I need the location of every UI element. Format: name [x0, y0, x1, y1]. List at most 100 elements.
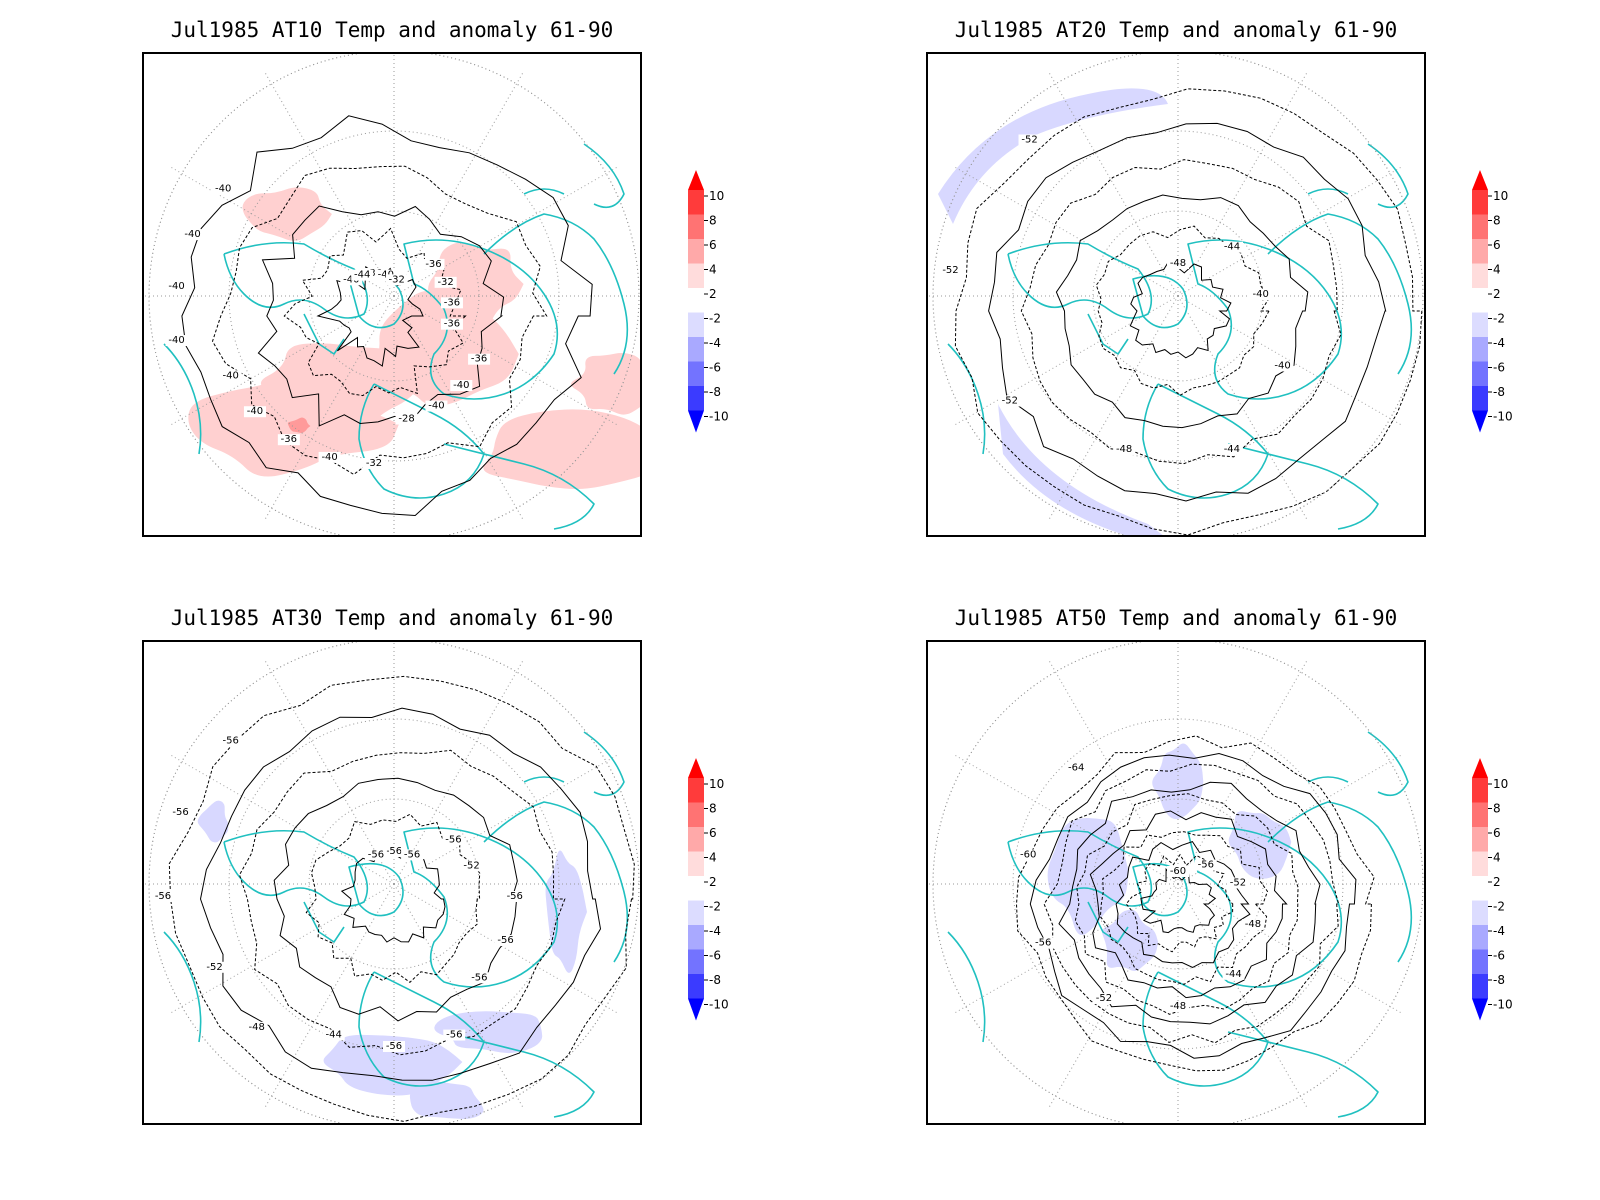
colorbar-segment [1472, 851, 1488, 876]
temperature-contours [1015, 735, 1375, 1072]
contour-label: -36 [471, 354, 487, 365]
cold-anomaly-region [197, 800, 229, 843]
temperature-contour [1043, 763, 1340, 1044]
contour-label-bg [363, 268, 385, 279]
contour-label-bg [468, 972, 491, 984]
cold-anomaly-region [434, 1011, 543, 1054]
colorbar-segment [688, 386, 704, 411]
map-frame: -48 -44 -40 -40 -44 -48 -52 -52 -52 [926, 52, 1426, 537]
warm-anomaly-region [571, 352, 640, 415]
colorbar-tick-label: 8 [709, 214, 717, 228]
coastline-segment [1142, 971, 1269, 1087]
contour-label: -56 [1035, 938, 1051, 949]
polar-map: -48 -44 -40 -40 -44 -48 -52 -52 -52 [928, 54, 1424, 535]
colorbar-tick-label: -10 [709, 410, 729, 424]
coastline-segment [303, 313, 345, 355]
colorbar-tick-label: -6 [1493, 949, 1505, 963]
contour-label-bg [1017, 849, 1040, 861]
meridian-line [168, 295, 395, 427]
temperature-contour [283, 227, 467, 397]
colorbar-segment [688, 263, 704, 288]
contour-label: -44 [1224, 242, 1240, 253]
contour-label-bg [1018, 134, 1041, 146]
contour-label: -56 [445, 834, 461, 845]
coastline-segment [1087, 313, 1129, 355]
colorbar-segment [1472, 925, 1488, 950]
temperature-contour [273, 777, 518, 1022]
contour-label-bg [1249, 289, 1272, 301]
colorbar-min-arrow [1472, 998, 1488, 1021]
coastline-segment [947, 931, 986, 1043]
temperature-contours [168, 675, 635, 1122]
contour-label: -36 [425, 259, 441, 270]
meridian-line [393, 295, 525, 522]
colorbar-tick-label: -10 [1493, 998, 1513, 1012]
contour-label-bg [443, 1029, 466, 1041]
colorbar-tick-label: 10 [709, 777, 724, 791]
temperature-contour [1055, 194, 1309, 429]
meridian-line [952, 295, 1179, 427]
temperature-contour [168, 675, 635, 1122]
contour-label-bg [1222, 968, 1245, 980]
meridian-line [168, 753, 395, 885]
contour-label: -52 [206, 962, 222, 973]
contour-label: -48 [1170, 258, 1186, 269]
coastline-segment [443, 443, 595, 530]
colorbar-tick-label: 6 [709, 826, 717, 840]
colorbar-tick-label: 10 [1493, 777, 1508, 791]
contour-label: -40 [223, 370, 239, 381]
meridian-line [1177, 658, 1309, 885]
coastline-segment [348, 862, 404, 917]
colorbar-max-arrow [1472, 170, 1488, 190]
meridian-line [263, 883, 395, 1110]
colorbar-segment [688, 974, 704, 999]
cold-anomaly-region [1102, 909, 1159, 971]
colorbar-max-arrow [1472, 758, 1488, 778]
meridian-line [263, 658, 395, 885]
colorbar-tick-label: 6 [709, 238, 717, 252]
contour-label-bg [440, 297, 463, 309]
panel-title: Jul1985 AT30 Temp and anomaly 61-90 [170, 606, 614, 630]
contour-label-bg [450, 380, 473, 392]
colorbar-segment [1472, 386, 1488, 411]
colorbar-segment [688, 239, 704, 264]
colorbar-segment [688, 827, 704, 852]
colorbar-segment [1472, 827, 1488, 852]
contour-label: -60 [1170, 866, 1186, 877]
colorbar-tick-label: -2 [1493, 312, 1505, 326]
contour-label-bg [219, 370, 242, 382]
polar-map: -56 -56-56-52-56-56-56-56-56-44-48-52-56-… [144, 642, 640, 1123]
coastline-segment [1267, 801, 1413, 963]
colorbar-segment [688, 876, 704, 901]
coastlines [947, 731, 1413, 1118]
meridian-line [1047, 70, 1179, 297]
coastline-segment [1007, 830, 1153, 907]
warm-anomaly-region [242, 187, 332, 241]
panel-title: Jul1985 AT20 Temp and anomaly 61-90 [954, 18, 1398, 42]
colorbar-segment [1472, 876, 1488, 901]
contour-label: -40 [1274, 361, 1290, 372]
contour-label-bg [364, 849, 387, 861]
colorbar-max-arrow [688, 758, 704, 778]
colorbar-tick-label: -10 [709, 998, 729, 1012]
contour-label: -56 [1198, 860, 1214, 871]
map-panel-at50: Jul1985 AT50 Temp and anomaly 61-90 -60-… [926, 606, 1426, 1126]
cold-anomaly-region [1047, 817, 1129, 935]
meridian-line [1177, 753, 1404, 885]
temperature-contour [954, 88, 1423, 535]
colorbar-tick-label: -6 [709, 949, 721, 963]
contour-label-bg [1271, 360, 1294, 372]
meridian-line [1177, 165, 1404, 297]
colorbar-top-left: 10 8 6 4 2 -2 -4 -6 -8 -10 [688, 170, 729, 433]
cold-anomaly-region [409, 1081, 484, 1119]
contour-labels: -56 -56-56-52-56-56-56-56-56-44-48-52-56-… [152, 735, 526, 1052]
colorbar-tick-label: 6 [1493, 238, 1501, 252]
contour-label: -44 [1224, 444, 1240, 455]
colorbar-min-arrow [1472, 410, 1488, 433]
colorbar-tick-label: -2 [709, 312, 721, 326]
anomaly-shading [938, 88, 1168, 535]
contour-label: -36 [444, 297, 460, 308]
contour-label: -52 [1230, 877, 1246, 888]
colorbar-segment [688, 949, 704, 974]
contour-label: -40 [168, 335, 184, 346]
